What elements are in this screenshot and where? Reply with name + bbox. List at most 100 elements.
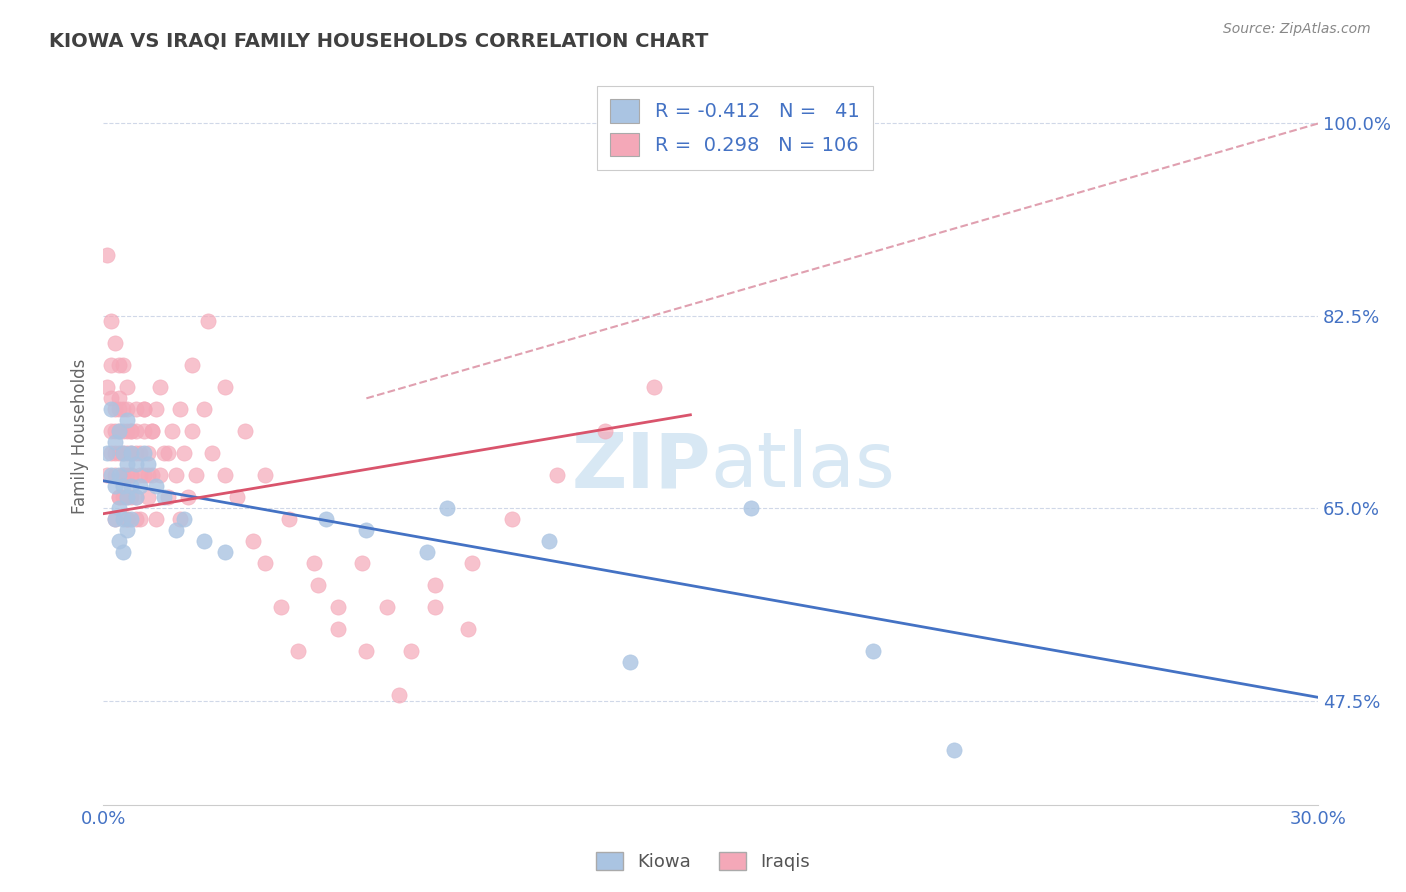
Point [287,644,309,658]
Point [112,468,135,483]
Point [112,479,135,493]
Point [117,413,139,427]
Point [165,523,187,537]
Text: ZIP: ZIP [571,429,710,503]
Point [145,512,167,526]
Point [132,446,155,460]
Point [117,512,139,526]
Point [136,490,159,504]
Point [117,380,139,394]
Point [112,359,135,373]
Point [643,380,665,394]
Point [124,402,146,417]
Point [193,402,215,417]
Point [149,380,172,394]
Point [595,425,617,439]
Point [436,501,458,516]
Point [278,512,301,526]
Point [108,490,131,504]
Point [96,248,118,262]
Point [112,490,135,504]
Point [132,402,155,417]
Point [942,743,965,757]
Point [104,336,127,351]
Point [117,523,139,537]
Point [108,534,131,549]
Point [460,556,482,570]
Point [537,534,560,549]
Point [128,512,150,526]
Point [117,425,139,439]
Point [117,402,139,417]
Point [160,425,183,439]
Point [124,457,146,471]
Point [121,512,143,526]
Point [193,534,215,549]
Point [100,425,122,439]
Legend: Kiowa, Iraqis: Kiowa, Iraqis [589,845,817,879]
Point [233,425,256,439]
Point [181,425,204,439]
Point [416,545,439,559]
Point [104,468,127,483]
Point [112,402,135,417]
Point [96,446,118,460]
Point [112,545,135,559]
Point [96,468,118,483]
Point [177,490,200,504]
Point [356,644,378,658]
Point [117,490,139,504]
Point [121,446,143,460]
Point [104,435,127,450]
Point [121,425,143,439]
Point [124,490,146,504]
Point [169,402,191,417]
Point [104,446,127,460]
Point [141,468,163,483]
Point [104,512,127,526]
Point [112,425,135,439]
Point [117,512,139,526]
Point [136,468,159,483]
Point [326,600,349,615]
Point [307,578,329,592]
Point [108,501,131,516]
Point [121,479,143,493]
Point [501,512,523,526]
Text: KIOWA VS IRAQI FAMILY HOUSEHOLDS CORRELATION CHART: KIOWA VS IRAQI FAMILY HOUSEHOLDS CORRELA… [49,31,709,50]
Point [388,688,411,702]
Point [156,446,179,460]
Point [153,446,176,460]
Point [128,468,150,483]
Point [315,512,337,526]
Point [100,359,122,373]
Point [214,380,236,394]
Point [356,523,378,537]
Point [124,446,146,460]
Point [156,490,179,504]
Point [132,425,155,439]
Point [117,490,139,504]
Point [201,446,224,460]
Point [96,380,118,394]
Point [124,425,146,439]
Point [425,578,447,592]
Point [457,622,479,636]
Point [254,468,277,483]
Point [100,446,122,460]
Point [100,468,122,483]
Point [352,556,374,570]
Text: Source: ZipAtlas.com: Source: ZipAtlas.com [1223,22,1371,37]
Point [100,392,122,406]
Point [100,402,122,417]
Point [145,479,167,493]
Text: atlas: atlas [710,429,896,503]
Point [136,457,159,471]
Point [128,446,150,460]
Point [141,425,163,439]
Point [117,446,139,460]
Point [121,446,143,460]
Point [214,545,236,559]
Point [425,600,447,615]
Point [112,446,135,460]
